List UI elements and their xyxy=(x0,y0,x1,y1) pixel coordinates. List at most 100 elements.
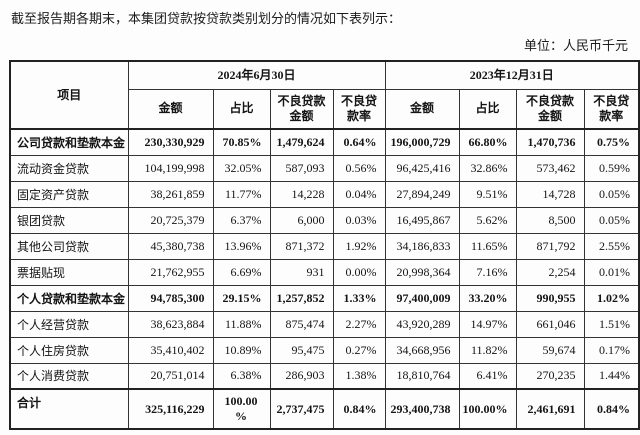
cell-npl-ratio: 0.64% xyxy=(332,128,386,156)
cell-proportion: 6.38% xyxy=(212,362,271,390)
row-label: 票据贴现 xyxy=(9,258,129,286)
header-npl-amount-2023: 不良贷款 金额 xyxy=(515,88,585,130)
cell-proportion: 70.85% xyxy=(212,128,271,156)
cell-proportion: 11.77% xyxy=(212,180,271,208)
cell-amount: 38,623,884 xyxy=(127,310,214,338)
cell-amount: 18,810,764 xyxy=(384,362,460,390)
cell-npl-amount: 59,674 xyxy=(515,336,585,364)
cell-npl-ratio: 0.56% xyxy=(332,154,386,182)
cell-npl-ratio: 1.38% xyxy=(332,362,386,390)
cell-proportion: 13.96% xyxy=(212,232,271,260)
header-npl-amount-2024: 不良贷款 金额 xyxy=(269,88,334,130)
cell-proportion: 6.37% xyxy=(212,206,271,234)
table-row-grand-total: 合计 325,116,229 100.00 % 2,737,475 0.84% … xyxy=(9,388,640,430)
header-item: 项目 xyxy=(9,60,129,130)
table-row-syndicated: 银团贷款 20,725,379 6.37% 6,000 0.03% 16,495… xyxy=(9,206,640,234)
cell-npl-ratio: 2.27% xyxy=(332,310,386,338)
row-label: 其他公司贷款 xyxy=(9,232,129,260)
row-label: 个人住房贷款 xyxy=(9,336,129,364)
header-row-periods: 项目 2024年6月30日 2023年12月31日 xyxy=(9,60,640,130)
header-npl-ratio-2024: 不良贷 款率 xyxy=(332,88,386,130)
cell-npl-ratio: 0.17% xyxy=(583,336,640,364)
cell-npl-amount: 661,046 xyxy=(515,310,585,338)
cell-amount: 21,762,955 xyxy=(127,258,214,286)
cell-proportion: 32.05% xyxy=(212,154,271,182)
cell-npl-ratio: 0.01% xyxy=(583,258,640,286)
cell-amount: 20,751,014 xyxy=(127,362,214,390)
row-label: 个人经营贷款 xyxy=(9,310,129,338)
row-label: 个人贷款和垫款本金 xyxy=(9,284,129,312)
cell-npl-amount: 2,737,475 xyxy=(269,388,334,430)
header-npl-ratio-2023: 不良贷 款率 xyxy=(583,88,640,130)
cell-proportion: 100.00% xyxy=(458,388,517,430)
cell-proportion: 6.41% xyxy=(458,362,517,390)
header-proportion-2024: 占比 xyxy=(212,88,271,130)
cell-npl-amount: 1,257,852 xyxy=(269,284,334,312)
table-row-other-corporate: 其他公司贷款 45,380,738 13.96% 871,372 1.92% 3… xyxy=(9,232,640,260)
cell-amount: 43,920,289 xyxy=(384,310,460,338)
cell-amount: 104,199,998 xyxy=(127,154,214,182)
table-row-personal-housing: 个人住房贷款 35,410,402 10.89% 95,475 0.27% 34… xyxy=(9,336,640,364)
cell-npl-amount: 871,792 xyxy=(515,232,585,260)
header-period-2024: 2024年6月30日 xyxy=(127,60,386,90)
cell-npl-amount: 14,728 xyxy=(515,180,585,208)
cell-proportion: 11.88% xyxy=(212,310,271,338)
cell-npl-amount: 2,254 xyxy=(515,258,585,286)
cell-proportion: 14.97% xyxy=(458,310,517,338)
cell-npl-amount: 931 xyxy=(269,258,334,286)
cell-npl-ratio: 0.04% xyxy=(332,180,386,208)
cell-amount: 34,186,833 xyxy=(384,232,460,260)
cell-npl-amount: 6,000 xyxy=(269,206,334,234)
cell-npl-amount: 286,903 xyxy=(269,362,334,390)
cell-npl-ratio: 1.44% xyxy=(583,362,640,390)
loan-breakdown-table: 项目 2024年6月30日 2023年12月31日 金额 占比 不良贷款 金额 … xyxy=(9,60,640,430)
cell-npl-ratio: 0.27% xyxy=(332,336,386,364)
cell-npl-amount: 270,235 xyxy=(515,362,585,390)
cell-proportion: 66.80% xyxy=(458,128,517,156)
cell-proportion: 6.69% xyxy=(212,258,271,286)
cell-npl-ratio: 1.51% xyxy=(583,310,640,338)
cell-amount: 38,261,859 xyxy=(127,180,214,208)
cell-npl-ratio: 0.05% xyxy=(583,180,640,208)
cell-amount: 230,330,929 xyxy=(127,128,214,156)
cell-npl-ratio: 2.55% xyxy=(583,232,640,260)
table-row-personal-total: 个人贷款和垫款本金 94,785,300 29.15% 1,257,852 1.… xyxy=(9,284,640,312)
cell-npl-amount: 871,372 xyxy=(269,232,334,260)
row-label: 个人消费贷款 xyxy=(9,362,129,390)
cell-npl-ratio: 1.33% xyxy=(332,284,386,312)
cell-npl-amount: 8,500 xyxy=(515,206,585,234)
cell-proportion: 9.51% xyxy=(458,180,517,208)
cell-proportion: 29.15% xyxy=(212,284,271,312)
cell-amount: 35,410,402 xyxy=(127,336,214,364)
row-label: 银团贷款 xyxy=(9,206,129,234)
row-label: 流动资金贷款 xyxy=(9,154,129,182)
cell-npl-ratio: 0.84% xyxy=(583,388,640,430)
cell-amount: 45,380,738 xyxy=(127,232,214,260)
cell-npl-amount: 2,461,691 xyxy=(515,388,585,430)
header-period-2023: 2023年12月31日 xyxy=(384,60,640,90)
cell-npl-amount: 587,093 xyxy=(269,154,334,182)
cell-npl-ratio: 0.75% xyxy=(583,128,640,156)
table-row-personal-consumption: 个人消费贷款 20,751,014 6.38% 286,903 1.38% 18… xyxy=(9,362,640,390)
table-row-corporate-total: 公司贷款和垫款本金 230,330,929 70.85% 1,479,624 0… xyxy=(9,128,640,156)
cell-proportion: 5.62% xyxy=(458,206,517,234)
header-proportion-2023: 占比 xyxy=(458,88,517,130)
cell-proportion: 11.65% xyxy=(458,232,517,260)
intro-text: 截至报告期各期末，本集团贷款按贷款类别划分的情况如下表列示： xyxy=(11,11,402,26)
header-row-columns: 金额 占比 不良贷款 金额 不良贷 款率 金额 占比 不良贷款 金额 不良贷 款… xyxy=(10,88,640,130)
cell-amount: 325,116,229 xyxy=(127,388,214,430)
cell-npl-amount: 95,475 xyxy=(269,336,334,364)
cell-npl-ratio: 1.02% xyxy=(583,284,640,312)
cell-npl-ratio: 0.84% xyxy=(332,388,386,430)
cell-proportion: 10.89% xyxy=(212,336,271,364)
cell-npl-amount: 14,228 xyxy=(269,180,334,208)
cell-npl-ratio: 1.92% xyxy=(332,232,386,260)
cell-proportion: 32.86% xyxy=(458,154,517,182)
row-label: 固定资产贷款 xyxy=(9,180,129,208)
cell-amount: 20,998,364 xyxy=(384,258,460,286)
cell-amount: 96,425,416 xyxy=(384,154,460,182)
cell-amount: 94,785,300 xyxy=(127,284,214,312)
cell-npl-ratio: 0.59% xyxy=(583,154,640,182)
cell-amount: 20,725,379 xyxy=(127,206,214,234)
